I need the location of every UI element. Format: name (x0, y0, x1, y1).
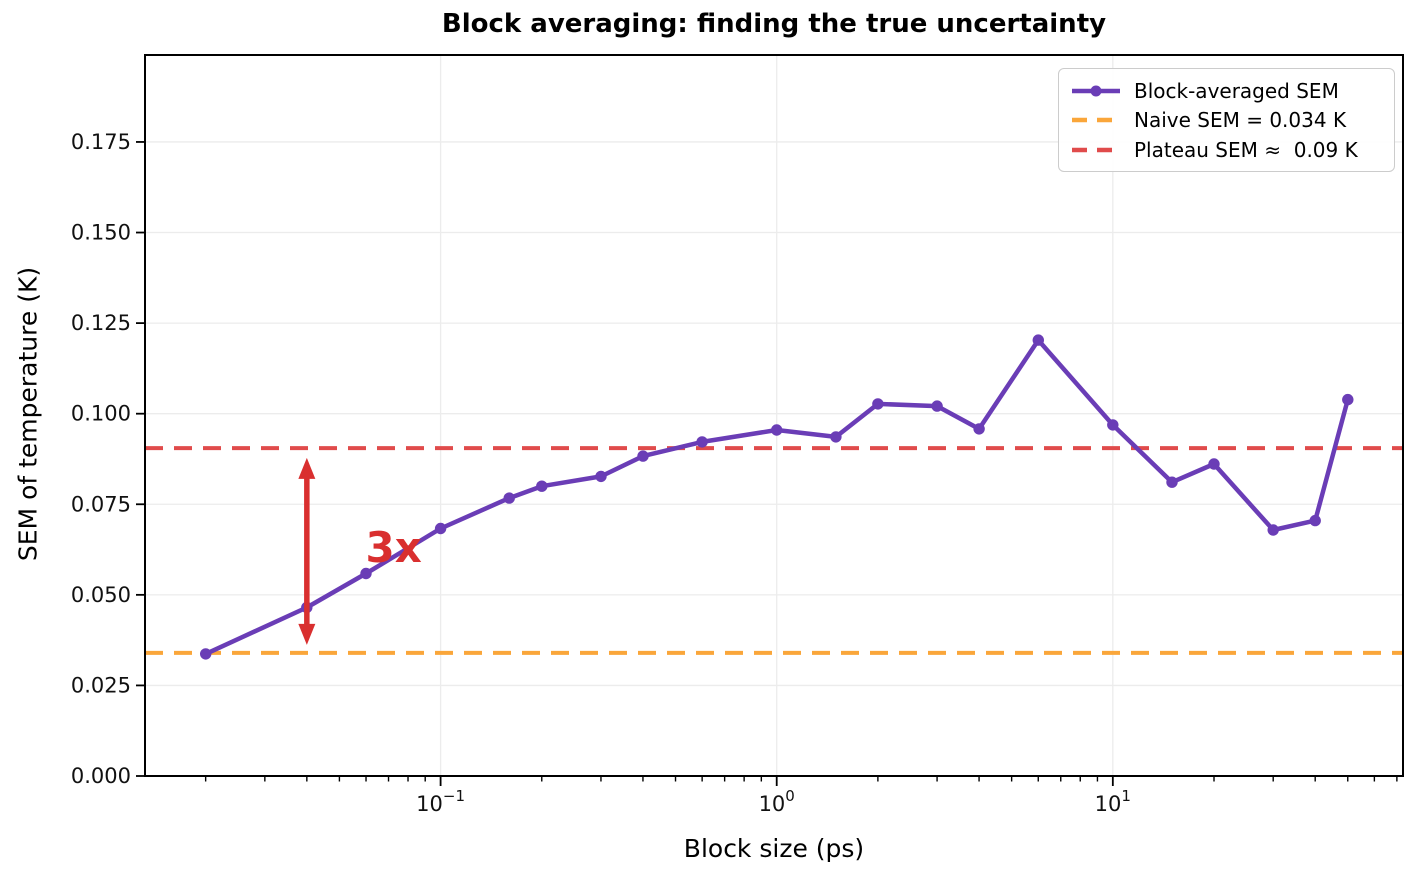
y-axis: 0.000 0.025 0.050 0.075 0.100 0.125 0.150 0.175 (71, 130, 145, 788)
data-point (637, 450, 649, 462)
data-point (872, 398, 884, 410)
legend-label: Plateau SEM ≈ 0.09 K (1134, 137, 1358, 162)
data-point (1309, 514, 1321, 527)
data-point (696, 436, 708, 448)
legend-line-with-marker-icon (1072, 85, 1120, 96)
y-tick-label: 0.175 (71, 130, 131, 154)
legend-dashed-line-icon (1072, 147, 1120, 152)
data-point (1267, 524, 1279, 536)
legend-label: Naive SEM = 0.034 K (1134, 108, 1347, 132)
x-axis: 10−1 100 101 (204, 776, 1398, 816)
data-point (1342, 393, 1354, 406)
arrow-head-down (298, 623, 316, 645)
annotation-3x: 3x (365, 523, 422, 573)
y-tick-label: 0.150 (71, 221, 131, 245)
gridlines (145, 55, 1403, 777)
x-tick-label: 101 (1095, 787, 1131, 816)
data-point (1107, 419, 1119, 431)
x-tick-label: 100 (759, 787, 795, 816)
data-markers (200, 334, 1354, 660)
y-tick-label: 0.125 (71, 311, 131, 335)
data-point (200, 648, 212, 660)
x-axis-label: Block size (ps) (683, 834, 865, 863)
data-point (771, 424, 783, 436)
y-tick-label: 0.000 (71, 764, 131, 788)
axes-frame (144, 54, 1404, 777)
legend-dashed-line-icon (1072, 117, 1120, 123)
x-tick-label: 10−1 (416, 787, 465, 816)
legend: Block-averaged SEM Naive SEM = 0.034 K P… (1058, 68, 1395, 172)
data-point (595, 470, 607, 483)
data-point (830, 431, 842, 443)
legend-item-block-averaged-sem: Block-averaged SEM (1071, 79, 1382, 103)
data-point (1208, 458, 1220, 470)
y-tick-label: 0.025 (71, 673, 131, 697)
legend-item-naive-sem: Naive SEM = 0.034 K (1071, 108, 1382, 132)
y-tick-label: 0.075 (71, 492, 131, 516)
legend-label: Block-averaged SEM (1134, 78, 1339, 103)
y-tick-label: 0.050 (71, 583, 131, 607)
data-point (434, 522, 447, 535)
y-tick-label: 0.100 (71, 402, 131, 426)
arrow-head-up (298, 457, 316, 479)
data-point (360, 567, 372, 580)
y-axis-label: SEM of temperature (K) (13, 266, 43, 562)
data-point (536, 480, 548, 492)
data-point (1032, 334, 1045, 346)
range-arrow (298, 457, 316, 645)
data-point (1166, 476, 1178, 488)
data-point (503, 492, 515, 504)
data-point (973, 423, 985, 435)
data-point (931, 400, 943, 412)
chart-title: Block averaging: finding the true uncert… (441, 9, 1107, 39)
legend-item-plateau-sem: Plateau SEM ≈ 0.09 K (1071, 138, 1382, 162)
